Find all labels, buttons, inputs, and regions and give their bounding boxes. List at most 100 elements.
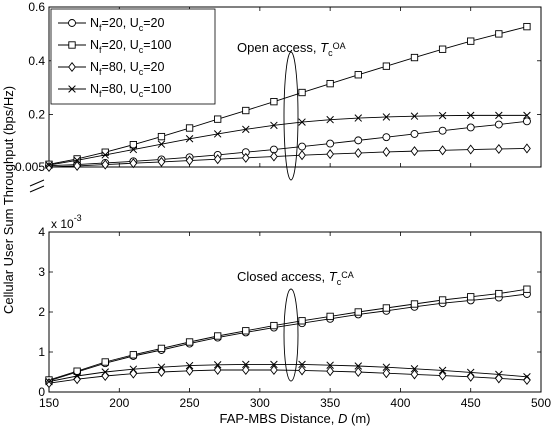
top-series-x-point [157,140,166,148]
bottom-series-x-point [270,360,278,369]
bottom-series-x-point [354,362,363,370]
y-axis-label: Cellular User Sum Throughput (bps/Hz) [1,86,16,314]
bottom-series-diamond-point [466,371,475,382]
top-series-square-point [242,106,250,115]
top-series-square-line [48,26,528,165]
xtick-label: 250 [180,396,200,410]
top-series-x-point [382,113,391,121]
top-series-circle-point [438,126,447,135]
bottom-series-x-point [466,368,475,377]
top-series-square-point [298,88,306,97]
bottom-series-x-point [326,361,334,369]
bottom-series-square-point [326,312,334,321]
top-series-circle-point [494,120,503,129]
xtick-label: 500 [531,396,551,410]
bottom-series-x-line [48,363,527,383]
bottom-series-square-point [214,332,222,340]
top-series-diamond-point [382,146,391,157]
legend-label-circle: Nf=20, Uc=20 [90,16,164,33]
bottom-series-square-point [410,300,419,308]
top-series-square-point [354,71,362,79]
bottom-ytick-label: 2 [38,305,45,319]
bottom-series-diamond-point [298,365,306,376]
bottom-series-x-point [129,365,138,373]
bottom-series-x-point [213,361,222,369]
bottom-ytick-label: 1 [38,345,45,359]
bottom-series-square-point [495,289,503,298]
top-series-x-point [73,156,81,165]
bottom-series-x-point [45,377,53,386]
top-series-square-point [214,115,222,123]
top-series-x-point [270,121,278,130]
bottom-series-diamond-point [185,365,194,376]
top-series-square-point [438,45,447,53]
bottom-series-square-point [298,317,306,325]
top-series-square-point [157,132,166,141]
bottom-series-x-point [438,366,447,375]
bottom-series-square-point [467,293,475,301]
bottom-series-diamond-point [438,370,447,381]
bottom-series-square-line [48,288,528,381]
bottom-series-diamond-point [494,373,503,384]
top-series-circle-point [410,129,419,138]
top-series-square-point [410,53,419,62]
bottom-series-diamond-point [326,366,335,377]
bottom-series-square-point [101,358,109,366]
top-series-x-point [495,111,503,120]
top-series-diamond-point [354,147,363,159]
xtick-label: 400 [390,396,410,410]
axis-break-mark [29,179,45,193]
bottom-series-x-point [410,365,419,373]
top-series-x-point [242,125,250,134]
bottom-series-square-point [438,296,447,304]
bottom-ytick-label: 4 [38,225,45,239]
bottom-series-diamond-point [101,370,110,382]
bottom-series-square-point [382,304,391,312]
bottom-series-square-point [523,285,531,293]
bottom-series-x-point [382,363,391,371]
top-series-diamond-line [48,147,527,168]
top-series-circle-point [382,133,391,142]
top-series-x-point [354,114,363,122]
bottom-series-diamond-point [410,369,419,380]
top-ytick-label: 0.6 [28,0,45,14]
xtick-label: 200 [109,396,129,410]
top-series-circle-point [354,136,363,145]
top-series-diamond-point [326,149,335,160]
bottom-ytick-label: 3 [38,265,45,279]
top-series-diamond-point [157,156,166,167]
top-ytick-label: 0.2 [28,108,45,122]
top-series-square-point [185,124,194,132]
bottom-series-square-point [270,321,278,330]
bottom-exponent-label: x 10-3 [51,213,82,231]
bottom-series-square-point [157,344,166,353]
legend-label-x: Nf=80, Uc=100 [90,82,171,99]
bottom-axes-box [48,231,542,393]
top-series-x-point [326,115,334,124]
top-series-circle-point [522,117,531,126]
bottom-series-circle-line [48,293,528,382]
top-series-square-point [270,98,278,106]
open-access-ellipse [283,51,299,181]
top-series-x-point [466,111,475,120]
top-series-square-point [523,22,531,31]
top-series-diamond-point [270,151,278,162]
top-series-x-point [45,161,53,169]
bottom-ytick-label: 0 [38,385,45,399]
bottom-series-square-point [129,351,137,359]
top-series-x-point [185,135,194,143]
bottom-series-diamond-point [382,368,391,379]
top-series-square-point [326,79,334,88]
bottom-series-square-point [242,327,250,335]
bottom-series-diamond-point [354,366,363,378]
top-series-square-point [382,62,391,70]
top-series-diamond-point [185,155,194,166]
top-series-diamond-point [213,154,222,165]
top-series-diamond-point [298,150,306,161]
top-series-diamond-point [241,152,250,163]
top-series-x-point [438,111,447,120]
top-series-diamond-point [101,159,110,170]
top-series-diamond-point [523,143,531,154]
top-series-x-point [298,118,306,126]
closed-access-annotation: Closed access, TcCA [237,269,354,287]
